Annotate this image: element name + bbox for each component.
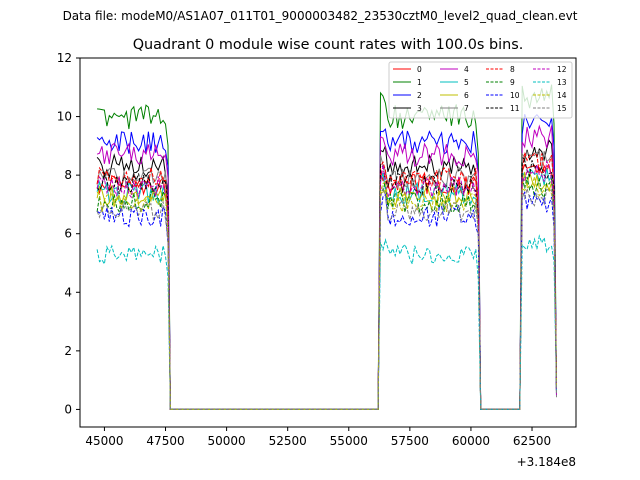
- legend-label-14: 14: [557, 91, 567, 100]
- legend-label-13: 13: [557, 78, 567, 87]
- legend-label-2: 2: [417, 91, 422, 100]
- legend-label-15: 15: [557, 104, 567, 113]
- x-offset-label: +3.184e8: [517, 455, 576, 469]
- y-tick-label: 2: [64, 344, 72, 358]
- x-tick-label: 55000: [330, 434, 368, 448]
- legend-label-7: 7: [464, 104, 469, 113]
- legend-label-8: 8: [510, 65, 515, 74]
- y-tick-label: 10: [57, 110, 72, 124]
- x-tick-label: 60000: [452, 434, 490, 448]
- x-tick-label: 47500: [146, 434, 184, 448]
- legend-label-4: 4: [464, 65, 469, 74]
- file-suptitle: Data file: modeM0/AS1A07_011T01_90000034…: [63, 9, 578, 23]
- legend-label-5: 5: [464, 78, 469, 87]
- legend-label-0: 0: [417, 65, 422, 74]
- legend-label-10: 10: [510, 91, 520, 100]
- series-layer: [96, 84, 557, 410]
- x-tick-label: 50000: [208, 434, 246, 448]
- y-tick-label: 4: [64, 285, 72, 299]
- plot-frame: [79, 57, 577, 428]
- y-tick-label: 6: [64, 227, 72, 241]
- x-tick-label: 62500: [513, 434, 551, 448]
- y-tick-label: 0: [64, 402, 72, 416]
- legend-label-11: 11: [510, 104, 520, 113]
- y-tick-label: 8: [64, 168, 72, 182]
- series-line-15: [96, 186, 557, 410]
- legend-label-12: 12: [557, 65, 567, 74]
- axis-layer: 45000 47500 50000 52500 55000 57500 60000 62500…: [57, 51, 551, 448]
- legend-label-3: 3: [417, 104, 422, 113]
- legend-label-9: 9: [510, 78, 515, 87]
- y-tick-label: 12: [57, 51, 72, 65]
- x-tick-label: 57500: [391, 434, 429, 448]
- x-tick-label: 52500: [269, 434, 307, 448]
- x-tick-label: 45000: [85, 434, 123, 448]
- chart-title: Quadrant 0 module wise count rates with …: [133, 37, 524, 53]
- legend-label-6: 6: [464, 91, 469, 100]
- legend-box: [388, 61, 573, 119]
- legend-label-1: 1: [417, 78, 422, 87]
